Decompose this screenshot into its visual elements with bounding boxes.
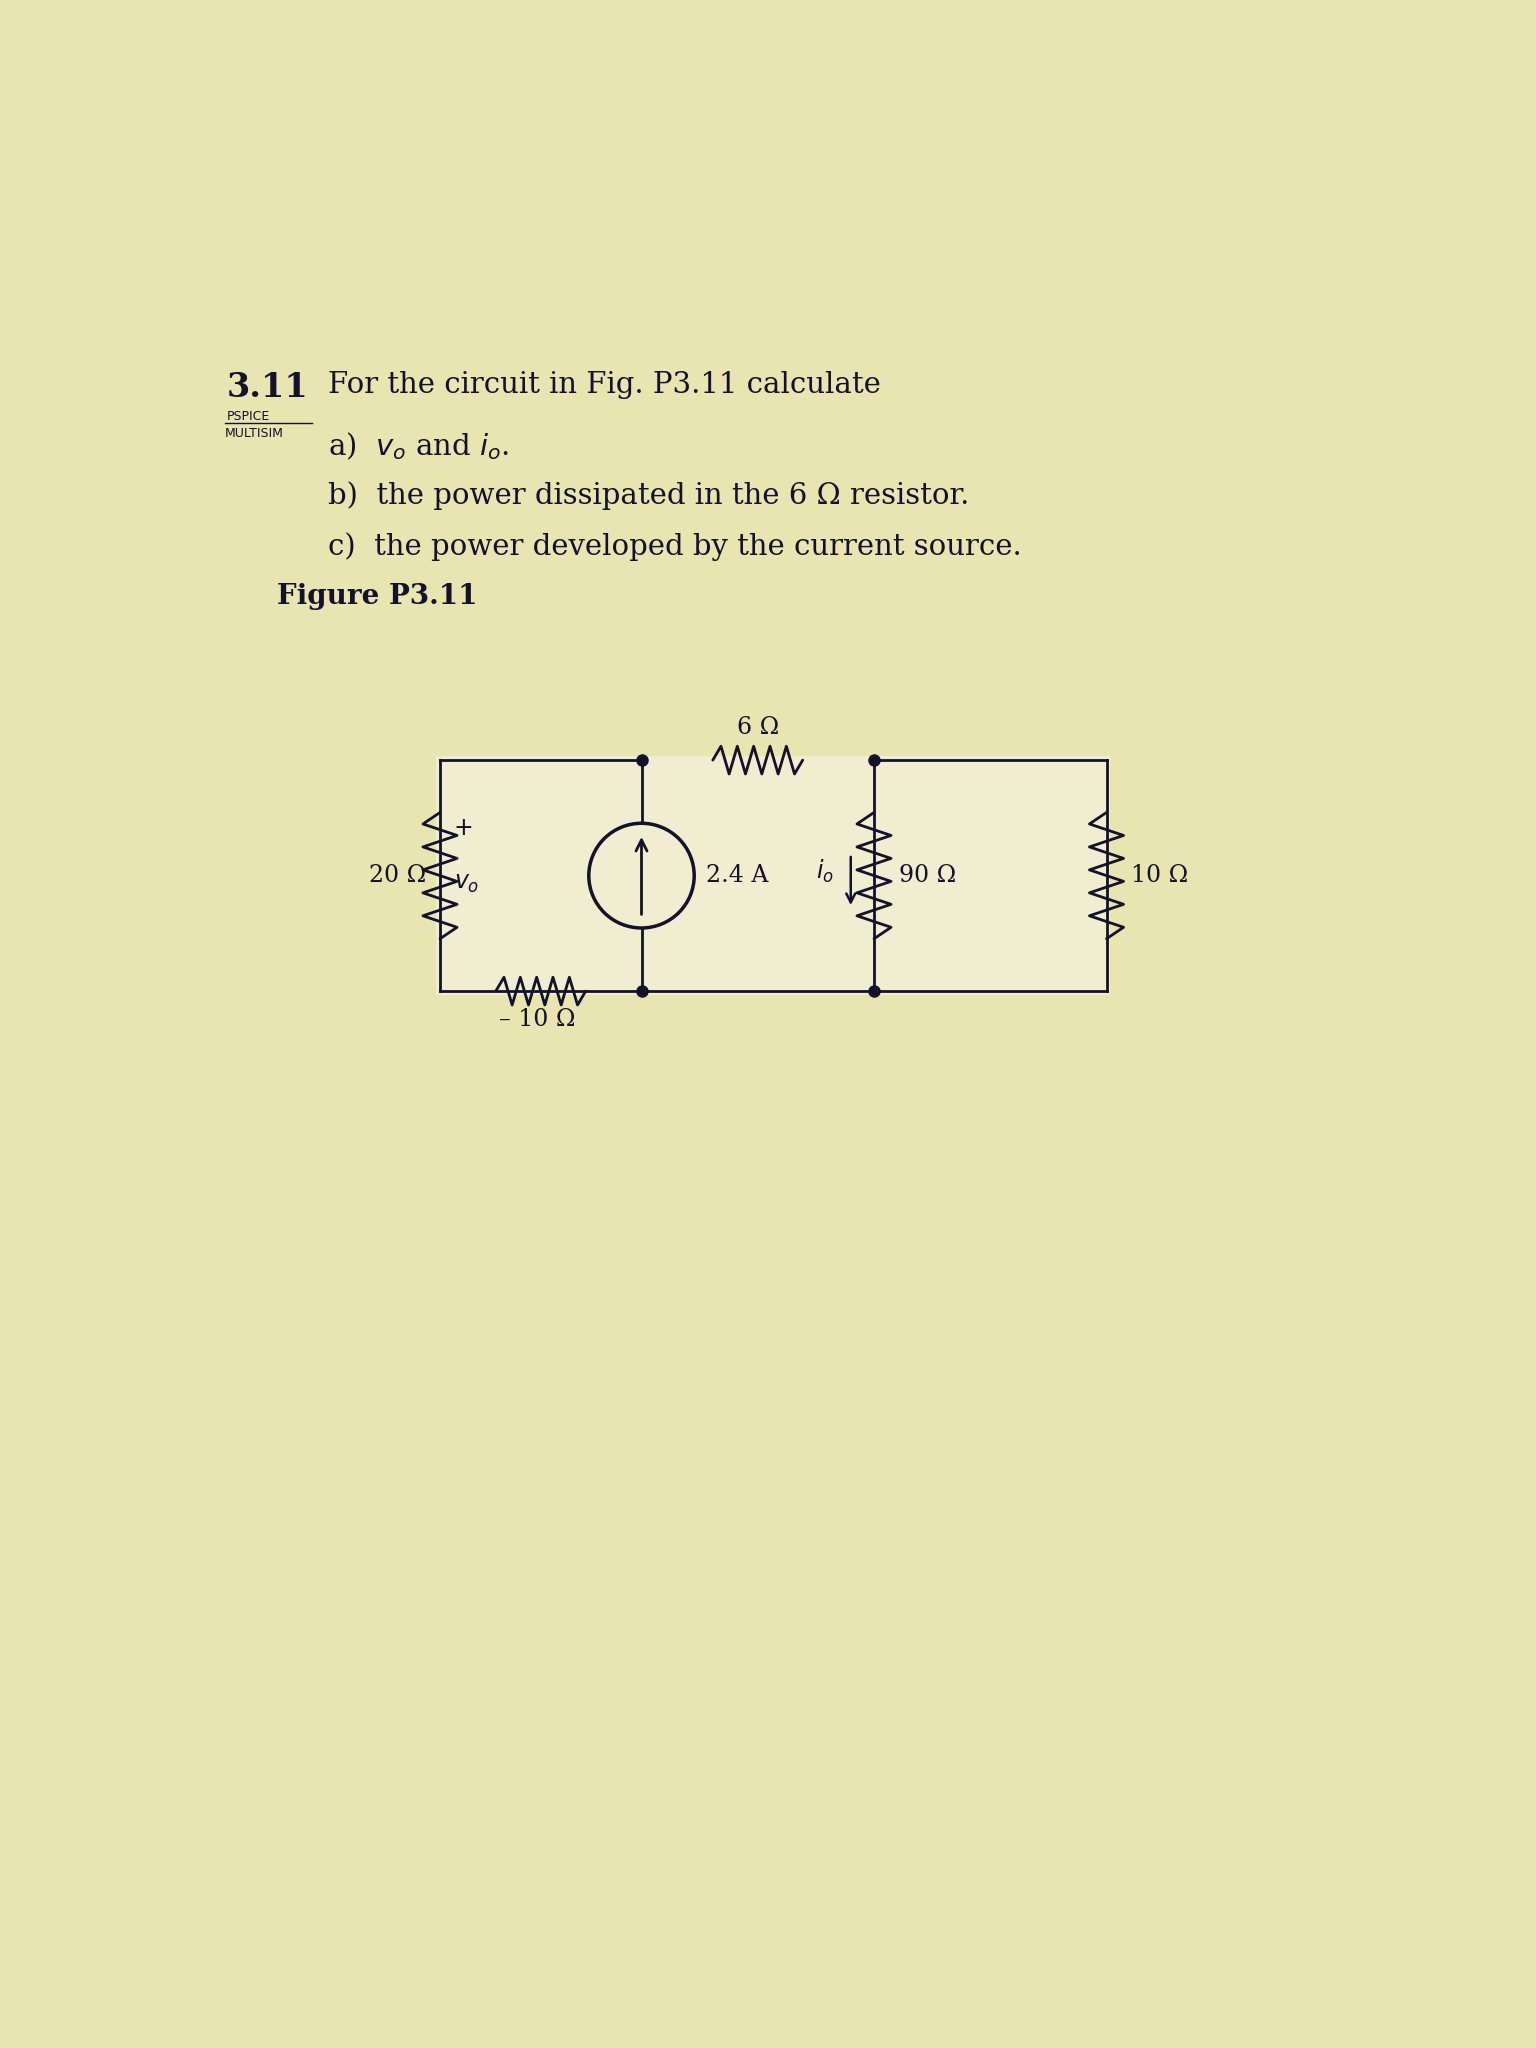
Text: 6 Ω: 6 Ω bbox=[737, 715, 779, 739]
Text: b)  the power dissipated in the 6 Ω resistor.: b) the power dissipated in the 6 Ω resis… bbox=[327, 481, 969, 510]
Text: 20 Ω: 20 Ω bbox=[369, 864, 425, 887]
Text: a)  $v_o$ and $i_o$.: a) $v_o$ and $i_o$. bbox=[327, 430, 508, 463]
Text: 2.4 A: 2.4 A bbox=[707, 864, 768, 887]
Text: – 10 Ω: – 10 Ω bbox=[499, 1008, 574, 1030]
Text: $v_o$: $v_o$ bbox=[455, 872, 479, 895]
Text: c)  the power developed by the current source.: c) the power developed by the current so… bbox=[327, 532, 1021, 561]
Text: $i_o$: $i_o$ bbox=[816, 858, 834, 885]
Text: 90 Ω: 90 Ω bbox=[899, 864, 955, 887]
FancyBboxPatch shape bbox=[436, 756, 1111, 995]
Text: Figure P3.11: Figure P3.11 bbox=[278, 584, 478, 610]
Text: 3.11: 3.11 bbox=[227, 371, 309, 403]
Text: PSPICE: PSPICE bbox=[227, 410, 270, 422]
Text: +: + bbox=[455, 815, 473, 840]
Text: 10 Ω: 10 Ω bbox=[1132, 864, 1189, 887]
Text: For the circuit in Fig. P3.11 calculate: For the circuit in Fig. P3.11 calculate bbox=[327, 371, 880, 399]
Text: MULTISIM: MULTISIM bbox=[224, 428, 284, 440]
